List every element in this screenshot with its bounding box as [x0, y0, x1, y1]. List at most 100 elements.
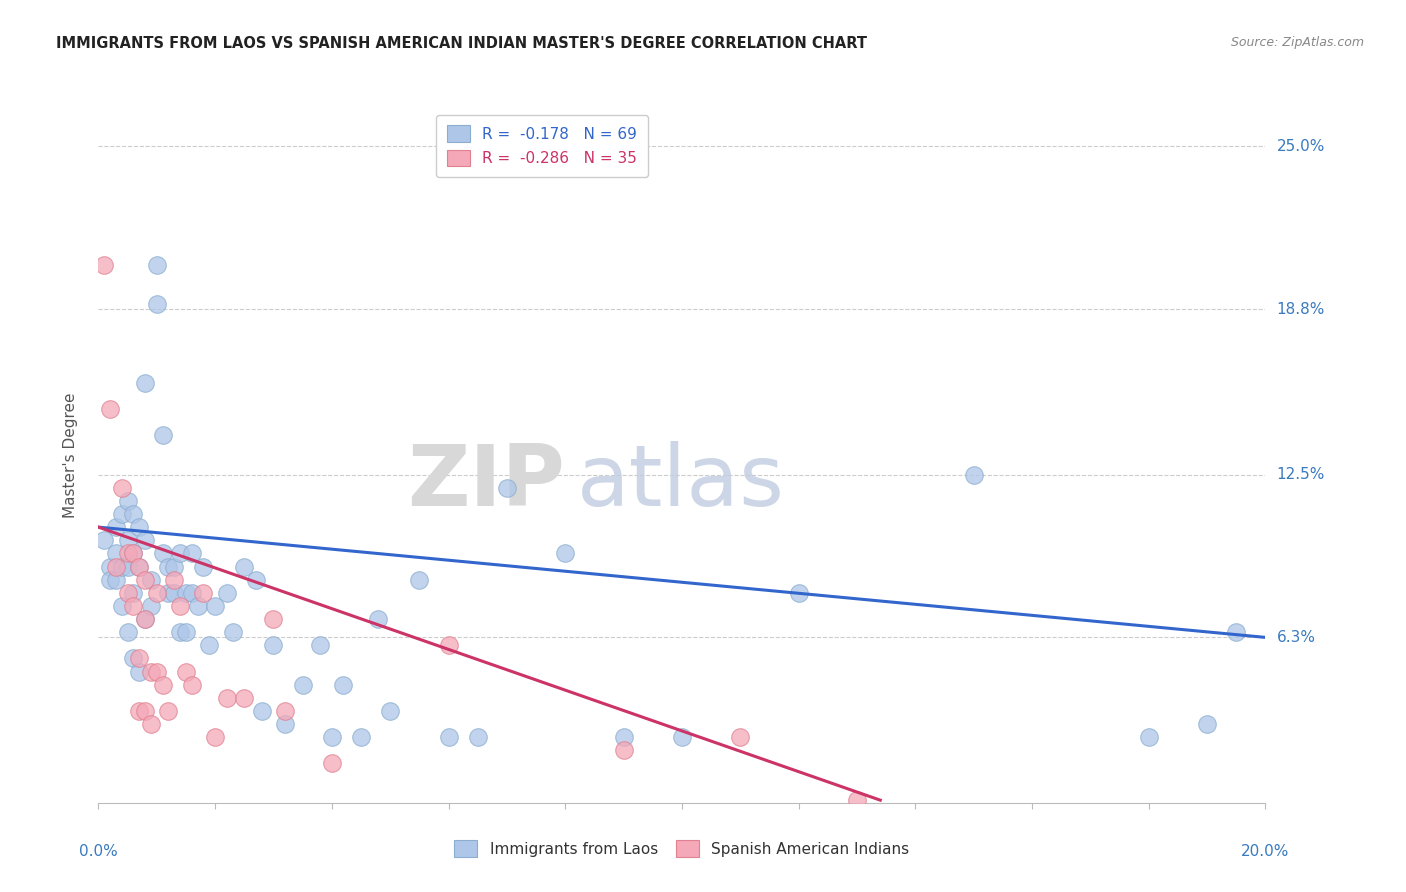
Point — [321, 730, 343, 744]
Point — [845, 793, 868, 807]
Point — [787, 586, 810, 600]
Point — [332, 678, 354, 692]
Point — [233, 559, 256, 574]
Text: ZIP: ZIP — [408, 442, 565, 524]
Text: 12.5%: 12.5% — [1277, 467, 1324, 482]
Point — [152, 428, 174, 442]
Point — [157, 586, 180, 600]
Point — [111, 559, 134, 574]
Point — [163, 586, 186, 600]
Point — [291, 678, 314, 692]
Point — [221, 625, 243, 640]
Point — [117, 625, 139, 640]
Point — [962, 467, 984, 482]
Point — [134, 573, 156, 587]
Point — [180, 586, 202, 600]
Point — [193, 559, 215, 574]
Point — [245, 573, 267, 587]
Point — [274, 704, 297, 718]
Point — [93, 533, 115, 548]
Point — [128, 651, 150, 665]
Point — [437, 730, 460, 744]
Point — [174, 625, 197, 640]
Text: 6.3%: 6.3% — [1277, 630, 1316, 645]
Point — [122, 546, 145, 560]
Point — [128, 559, 150, 574]
Point — [122, 599, 145, 613]
Point — [111, 599, 134, 613]
Point — [104, 520, 127, 534]
Text: Source: ZipAtlas.com: Source: ZipAtlas.com — [1230, 36, 1364, 49]
Point — [146, 586, 169, 600]
Point — [122, 546, 145, 560]
Point — [98, 401, 121, 416]
Point — [104, 546, 127, 560]
Point — [134, 704, 156, 718]
Point — [378, 704, 402, 718]
Point — [128, 665, 150, 679]
Point — [1225, 625, 1247, 640]
Point — [204, 599, 226, 613]
Point — [128, 704, 150, 718]
Point — [174, 665, 197, 679]
Point — [139, 665, 162, 679]
Point — [134, 376, 156, 390]
Point — [193, 586, 215, 600]
Point — [139, 573, 162, 587]
Point — [262, 638, 284, 652]
Point — [612, 730, 634, 744]
Point — [671, 730, 693, 744]
Point — [104, 559, 127, 574]
Point — [467, 730, 489, 744]
Point — [198, 638, 221, 652]
Point — [128, 559, 150, 574]
Point — [134, 533, 156, 548]
Point — [104, 573, 127, 587]
Point — [117, 533, 139, 548]
Point — [117, 546, 139, 560]
Point — [274, 717, 297, 731]
Point — [215, 690, 238, 705]
Point — [187, 599, 209, 613]
Point — [152, 678, 174, 692]
Point — [152, 546, 174, 560]
Point — [408, 573, 430, 587]
Point — [117, 586, 139, 600]
Point — [180, 678, 202, 692]
Text: 18.8%: 18.8% — [1277, 301, 1324, 317]
Point — [111, 507, 134, 521]
Point — [309, 638, 332, 652]
Point — [1195, 717, 1218, 731]
Point — [111, 481, 134, 495]
Point — [437, 638, 460, 652]
Point — [122, 651, 145, 665]
Point — [117, 494, 139, 508]
Point — [163, 573, 186, 587]
Point — [180, 546, 202, 560]
Point — [1137, 730, 1160, 744]
Point — [146, 665, 169, 679]
Point — [157, 559, 180, 574]
Point — [122, 507, 145, 521]
Point — [495, 481, 517, 495]
Point — [98, 573, 121, 587]
Legend: Immigrants from Laos, Spanish American Indians: Immigrants from Laos, Spanish American I… — [447, 833, 917, 864]
Point — [128, 520, 150, 534]
Point — [233, 690, 256, 705]
Point — [139, 599, 162, 613]
Text: IMMIGRANTS FROM LAOS VS SPANISH AMERICAN INDIAN MASTER'S DEGREE CORRELATION CHAR: IMMIGRANTS FROM LAOS VS SPANISH AMERICAN… — [56, 36, 868, 51]
Point — [321, 756, 343, 771]
Text: 25.0%: 25.0% — [1277, 139, 1324, 154]
Point — [554, 546, 576, 560]
Text: atlas: atlas — [576, 442, 785, 524]
Point — [204, 730, 226, 744]
Point — [157, 704, 180, 718]
Point — [262, 612, 284, 626]
Point — [117, 559, 139, 574]
Point — [146, 258, 169, 272]
Point — [250, 704, 273, 718]
Point — [163, 559, 186, 574]
Point — [612, 743, 634, 757]
Text: 0.0%: 0.0% — [79, 845, 118, 859]
Point — [122, 586, 145, 600]
